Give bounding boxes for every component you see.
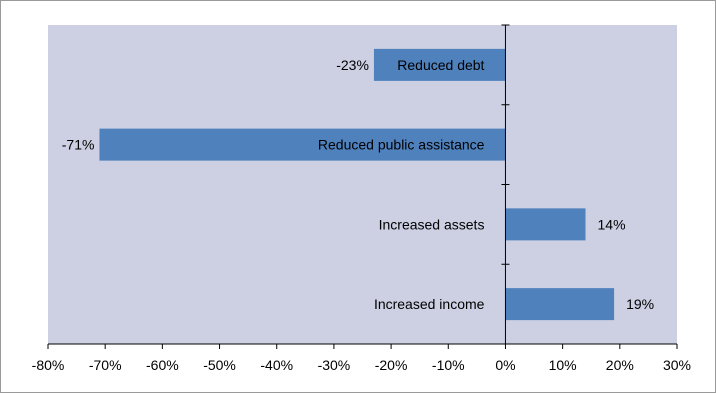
labels-group: -80% -70% -60% -50% -40% -30% -20% -10% 0% 10% 20%… bbox=[32, 57, 691, 373]
category-label: Increased income bbox=[374, 296, 485, 312]
bar bbox=[373, 48, 506, 81]
category-label: Increased assets bbox=[379, 216, 485, 232]
bar bbox=[505, 208, 586, 241]
data-label: -23% bbox=[336, 57, 369, 73]
x-tick-label: -20% bbox=[375, 357, 408, 373]
x-tick-label: -50% bbox=[203, 357, 236, 373]
bars-group bbox=[99, 48, 615, 321]
bar bbox=[99, 128, 506, 161]
category-label: Reduced debt bbox=[397, 57, 484, 73]
bar bbox=[505, 288, 615, 321]
category-label: Reduced public assistance bbox=[318, 137, 485, 153]
x-tick-label: -30% bbox=[318, 357, 351, 373]
x-tick-label: -70% bbox=[89, 357, 122, 373]
x-tick-label: -40% bbox=[260, 357, 293, 373]
data-label: 14% bbox=[598, 216, 626, 232]
x-tick-label: 0% bbox=[495, 357, 515, 373]
x-tick-label: 20% bbox=[606, 357, 634, 373]
x-tick-label: 10% bbox=[549, 357, 577, 373]
x-tick-label: -60% bbox=[146, 357, 179, 373]
data-label: 19% bbox=[626, 296, 654, 312]
axes-group bbox=[47, 24, 678, 349]
x-tick-label: 30% bbox=[663, 357, 691, 373]
x-tick-label: -80% bbox=[32, 357, 65, 373]
data-label: -71% bbox=[62, 137, 95, 153]
x-tick-label: -10% bbox=[432, 357, 465, 373]
